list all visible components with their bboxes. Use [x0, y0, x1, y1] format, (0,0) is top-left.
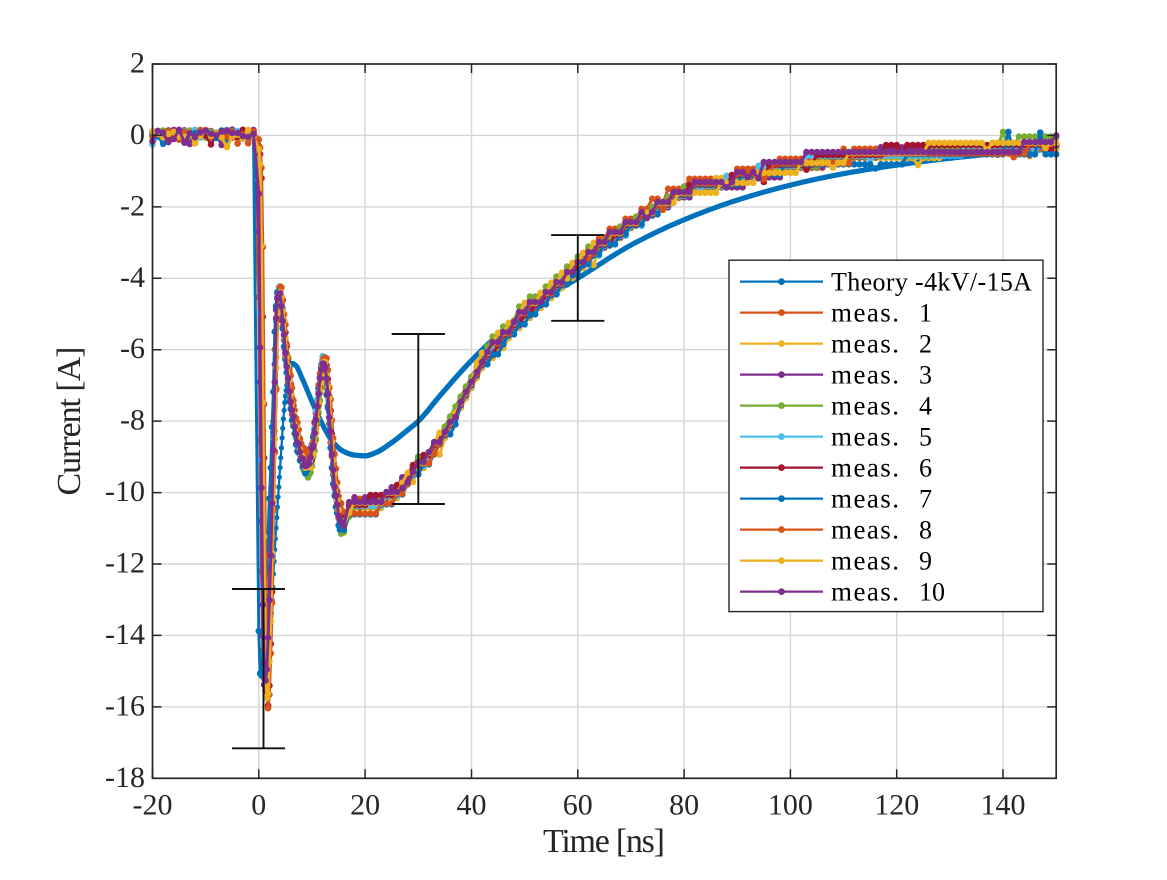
svg-text:-20: -20: [133, 789, 173, 822]
svg-text:-2: -2: [120, 189, 145, 222]
svg-text:meas.: meas.: [831, 360, 899, 390]
svg-text:meas.: meas.: [831, 422, 899, 452]
svg-text:5: 5: [919, 423, 932, 452]
svg-text:-12: -12: [105, 547, 145, 580]
svg-text:3: 3: [919, 361, 932, 390]
svg-text:Theory -4kV/-15A: Theory -4kV/-15A: [831, 268, 1032, 297]
svg-text:100: 100: [768, 789, 813, 822]
svg-text:120: 120: [874, 789, 919, 822]
svg-text:7: 7: [919, 485, 932, 514]
svg-text:-18: -18: [105, 761, 145, 794]
svg-text:-10: -10: [105, 475, 145, 508]
svg-text:-16: -16: [105, 689, 145, 722]
svg-text:meas.: meas.: [831, 453, 899, 483]
svg-text:-6: -6: [120, 332, 145, 365]
svg-text:meas.: meas.: [831, 391, 899, 421]
svg-text:10: 10: [919, 578, 945, 607]
svg-text:0: 0: [251, 789, 266, 822]
svg-text:8: 8: [919, 516, 932, 545]
svg-text:meas.: meas.: [831, 298, 899, 328]
svg-text:meas.: meas.: [831, 577, 899, 607]
svg-text:-4: -4: [120, 261, 145, 294]
svg-text:Time [ns]: Time [ns]: [543, 823, 665, 860]
svg-text:2: 2: [130, 47, 145, 80]
svg-text:0: 0: [130, 118, 145, 151]
svg-text:-14: -14: [105, 618, 145, 651]
svg-text:60: 60: [563, 789, 593, 822]
svg-text:-8: -8: [120, 404, 145, 437]
svg-text:80: 80: [669, 789, 699, 822]
svg-text:meas.: meas.: [831, 515, 899, 545]
svg-text:2: 2: [919, 330, 932, 359]
svg-text:20: 20: [350, 789, 380, 822]
svg-text:6: 6: [919, 454, 932, 483]
svg-text:Current [A]: Current [A]: [51, 347, 88, 496]
svg-text:meas.: meas.: [831, 329, 899, 359]
svg-text:meas.: meas.: [831, 546, 899, 576]
svg-text:9: 9: [919, 547, 932, 576]
svg-text:1: 1: [919, 299, 932, 328]
svg-text:meas.: meas.: [831, 484, 899, 514]
svg-text:4: 4: [919, 392, 932, 421]
svg-text:140: 140: [981, 789, 1026, 822]
svg-text:40: 40: [457, 789, 487, 822]
